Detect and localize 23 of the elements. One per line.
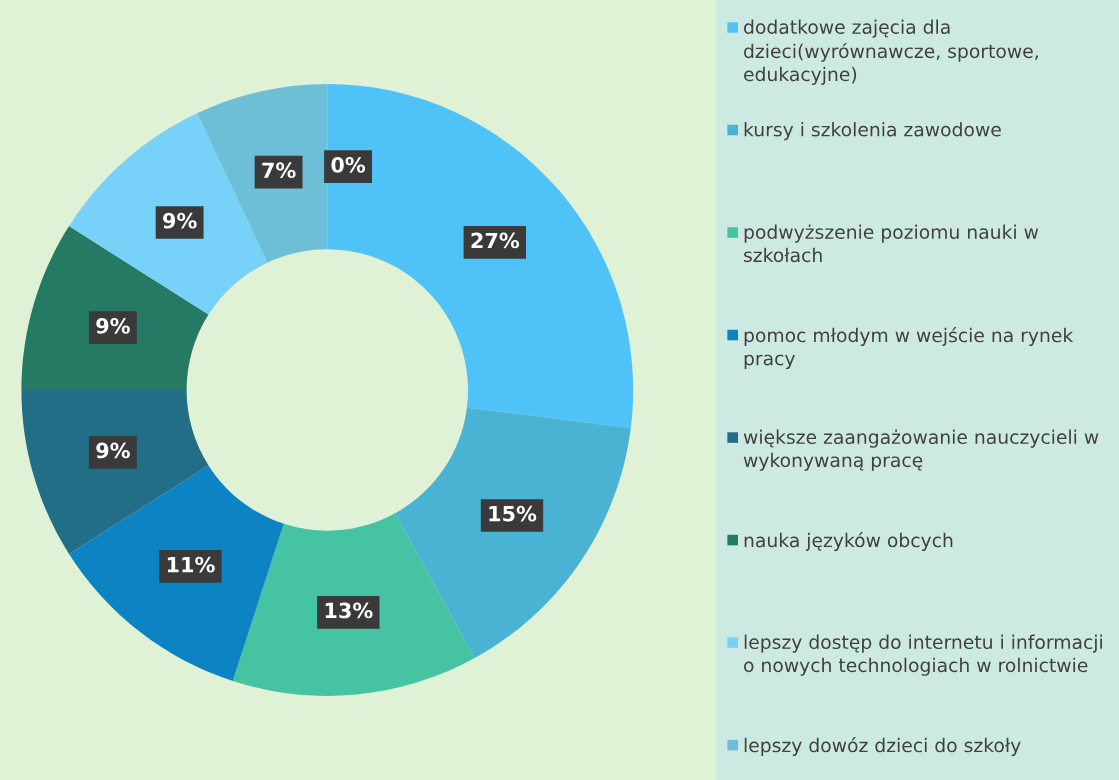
legend-label: nauka języków obcych (744, 532, 953, 551)
data-label: 9% (96, 442, 130, 459)
legend-label: kursy i szkolenia zawodowe (744, 122, 1001, 141)
legend-label: lepszy dostęp do internetu i informacji o nowych technologiach w rolnictwie (744, 634, 1102, 676)
donut-slice (21, 390, 209, 554)
donut-slice (327, 84, 634, 429)
legend-label: pomoc młodym w wejście na rynek pracy (744, 327, 1074, 370)
donut-slice (395, 407, 631, 659)
data-label: 13% (325, 602, 373, 619)
data-label: 9% (163, 212, 197, 229)
legend-label: większe zaangażowanie nauczycieli w wykonywaną pracę (743, 429, 1099, 471)
donut-slice (69, 465, 284, 681)
data-label: 15% (489, 505, 537, 522)
text: 0% (331, 156, 366, 173)
donut-slice (197, 84, 328, 263)
data-label: 11% (167, 556, 215, 573)
donut-slice (232, 513, 475, 696)
legend-label: lepszy dowóz dzieci do szkoły (744, 737, 1021, 756)
data-label: 9% (96, 317, 130, 334)
data-label: 27% (471, 232, 520, 249)
data-label: 7% (262, 162, 296, 179)
legend-label: dodatkowe zajęcia dla dzieci(wyrównawcze, sportowe, edukacyjne) (744, 19, 1038, 85)
legend-label: podwyższenie poziomu nauki w szkołach (744, 224, 1039, 263)
